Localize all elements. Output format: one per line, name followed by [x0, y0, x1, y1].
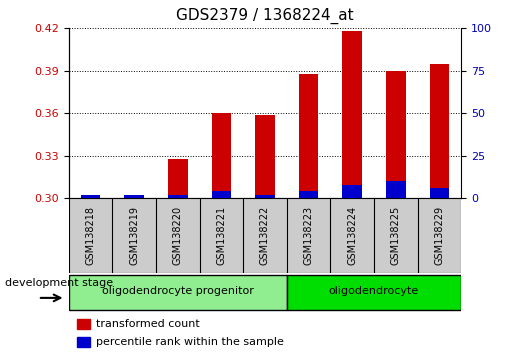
Title: GDS2379 / 1368224_at: GDS2379 / 1368224_at	[176, 8, 354, 24]
Bar	[342, 185, 362, 198]
Bar	[299, 192, 319, 198]
Bar	[168, 195, 188, 198]
Bar	[211, 113, 231, 198]
Text: GSM138224: GSM138224	[347, 206, 357, 265]
Bar	[77, 319, 91, 329]
Bar	[429, 64, 449, 198]
Text: development stage: development stage	[5, 278, 113, 288]
Text: GSM138221: GSM138221	[216, 206, 226, 265]
Bar	[255, 195, 275, 198]
Bar	[287, 275, 461, 309]
Text: percentile rank within the sample: percentile rank within the sample	[96, 337, 284, 347]
Text: oligodendrocyte: oligodendrocyte	[329, 286, 419, 296]
Text: transformed count: transformed count	[96, 319, 200, 329]
Text: GSM138218: GSM138218	[86, 206, 96, 265]
Text: GSM138225: GSM138225	[391, 206, 401, 265]
Bar	[81, 195, 101, 198]
Bar	[255, 115, 275, 198]
Text: GSM138229: GSM138229	[434, 206, 444, 265]
Text: GSM138219: GSM138219	[129, 206, 139, 265]
Text: GSM138220: GSM138220	[173, 206, 183, 265]
Text: GSM138222: GSM138222	[260, 206, 270, 265]
Bar	[386, 71, 405, 198]
Text: oligodendrocyte progenitor: oligodendrocyte progenitor	[102, 286, 254, 296]
Bar	[69, 275, 287, 309]
Bar	[342, 31, 362, 198]
Bar	[211, 192, 231, 198]
Bar	[299, 74, 319, 198]
Bar	[77, 337, 91, 347]
Bar	[168, 159, 188, 198]
Bar	[429, 188, 449, 198]
Text: GSM138223: GSM138223	[304, 206, 314, 265]
Bar	[125, 195, 144, 198]
Bar	[386, 181, 405, 198]
